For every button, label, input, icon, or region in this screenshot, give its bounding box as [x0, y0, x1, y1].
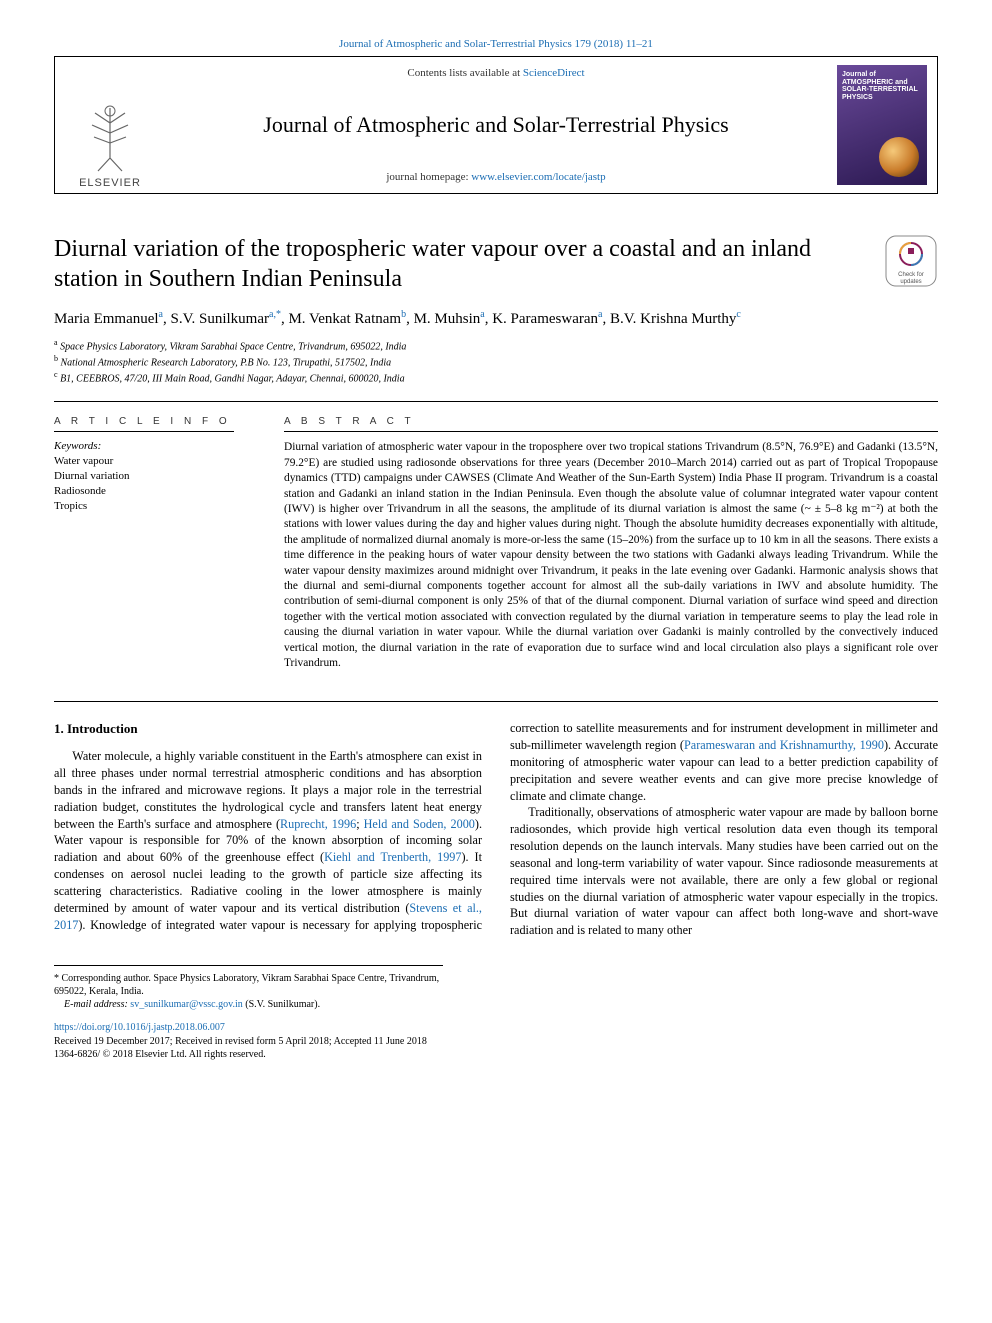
author-6-aff[interactable]: c	[736, 309, 740, 320]
author-5-aff[interactable]: a	[598, 309, 602, 320]
cover-line-3: SOLAR-TERRESTRIAL	[842, 86, 922, 94]
author-2: S.V. Sunilkumar	[171, 311, 270, 327]
journal-cover-icon: Journal of ATMOSPHERIC and SOLAR-TERREST…	[837, 65, 927, 185]
doi-link[interactable]: https://doi.org/10.1016/j.jastp.2018.06.…	[54, 1022, 225, 1033]
journal-citation[interactable]: Journal of Atmospheric and Solar-Terrest…	[54, 38, 938, 50]
mini-divider	[54, 431, 234, 432]
journal-cover-block: Journal of ATMOSPHERIC and SOLAR-TERREST…	[827, 57, 937, 193]
affiliation-a: a Space Physics Laboratory, Vikram Sarab…	[54, 338, 938, 354]
keywords-label: Keywords:	[54, 440, 254, 452]
keyword-1: Water vapour	[54, 454, 254, 469]
copyright-line: 1364-6826/ © 2018 Elsevier Ltd. All righ…	[54, 1048, 938, 1062]
contents-line: Contents lists available at ScienceDirec…	[407, 67, 584, 79]
author-4-aff[interactable]: a	[480, 309, 484, 320]
author-2-corr[interactable]: *	[276, 309, 281, 320]
citation-link[interactable]: Kiehl and Trenberth, 1997	[324, 850, 461, 864]
body-columns: 1. Introduction Water molecule, a highly…	[54, 720, 938, 939]
abstract-col: A B S T R A C T Diurnal variation of atm…	[284, 416, 938, 671]
svg-text:updates: updates	[900, 279, 921, 285]
author-4: M. Muhsin	[414, 311, 481, 327]
email-suffix: (S.V. Sunilkumar).	[243, 999, 320, 1010]
keyword-2: Diurnal variation	[54, 469, 254, 484]
check-updates-button[interactable]: Check for updates	[884, 234, 938, 288]
homepage-line: journal homepage: www.elsevier.com/locat…	[386, 171, 605, 183]
cover-line-1: Journal of	[842, 71, 922, 79]
homepage-link[interactable]: www.elsevier.com/locate/jastp	[471, 171, 605, 183]
elsevier-tree-icon	[80, 103, 140, 173]
citation-link[interactable]: Parameswaran and Krishnamurthy, 1990	[684, 738, 884, 752]
publisher-name: ELSEVIER	[79, 177, 141, 189]
contents-prefix: Contents lists available at	[407, 67, 522, 79]
affiliation-c: c B1, CEEBROS, 47/20, III Main Road, Gan…	[54, 370, 938, 386]
cover-line-4: PHYSICS	[842, 94, 922, 102]
keyword-3: Radiosonde	[54, 484, 254, 499]
email-line: E-mail address: sv_sunilkumar@vssc.gov.i…	[54, 998, 443, 1011]
body-paragraph-2: Traditionally, observations of atmospher…	[510, 804, 938, 939]
email-link[interactable]: sv_sunilkumar@vssc.gov.in	[130, 999, 242, 1010]
check-updates-label: Check for	[898, 272, 924, 278]
divider	[54, 401, 938, 402]
citation-link[interactable]: Held and Soden, 2000	[364, 817, 475, 831]
abstract-label: A B S T R A C T	[284, 416, 938, 427]
article-header: Diurnal variation of the tropospheric wa…	[54, 234, 938, 294]
affiliations: a Space Physics Laboratory, Vikram Sarab…	[54, 338, 938, 385]
publisher-logo-block: ELSEVIER	[55, 57, 165, 193]
journal-name: Journal of Atmospheric and Solar-Terrest…	[263, 112, 728, 138]
author-3: M. Venkat Ratnam	[288, 311, 401, 327]
mini-divider	[284, 431, 938, 432]
corresponding-author-note: * Corresponding author. Space Physics La…	[54, 972, 443, 998]
affiliation-b: b National Atmospheric Research Laborato…	[54, 354, 938, 370]
divider	[54, 701, 938, 702]
bottom-block: https://doi.org/10.1016/j.jastp.2018.06.…	[54, 1021, 938, 1062]
article-info-col: A R T I C L E I N F O Keywords: Water va…	[54, 416, 254, 671]
homepage-prefix: journal homepage:	[386, 171, 471, 183]
article-info-label: A R T I C L E I N F O	[54, 416, 254, 427]
abstract-text: Diurnal variation of atmospheric water v…	[284, 440, 938, 671]
journal-header-center: Contents lists available at ScienceDirec…	[165, 57, 827, 193]
sciencedirect-link[interactable]: ScienceDirect	[523, 67, 585, 79]
section-heading-1: 1. Introduction	[54, 720, 482, 738]
author-2-aff[interactable]: a,	[269, 309, 276, 320]
author-1: Maria Emmanuel	[54, 311, 159, 327]
authors-line: Maria Emmanuela, S.V. Sunilkumara,*, M. …	[54, 308, 938, 330]
author-5: K. Parameswaran	[492, 311, 598, 327]
footnotes: * Corresponding author. Space Physics La…	[54, 965, 443, 1011]
article-title: Diurnal variation of the tropospheric wa…	[54, 234, 864, 294]
email-label: E-mail address:	[64, 999, 130, 1010]
author-3-aff[interactable]: b	[401, 309, 406, 320]
keywords-list: Water vapour Diurnal variation Radiosond…	[54, 454, 254, 513]
received-line: Received 19 December 2017; Received in r…	[54, 1035, 938, 1049]
journal-header: ELSEVIER Contents lists available at Sci…	[54, 56, 938, 194]
author-6: B.V. Krishna Murthy	[610, 311, 736, 327]
cover-line-2: ATMOSPHERIC and	[842, 79, 922, 87]
author-1-aff[interactable]: a	[159, 309, 163, 320]
citation-link[interactable]: Ruprecht, 1996	[280, 817, 356, 831]
keyword-4: Tropics	[54, 499, 254, 514]
info-abstract-row: A R T I C L E I N F O Keywords: Water va…	[54, 416, 938, 671]
